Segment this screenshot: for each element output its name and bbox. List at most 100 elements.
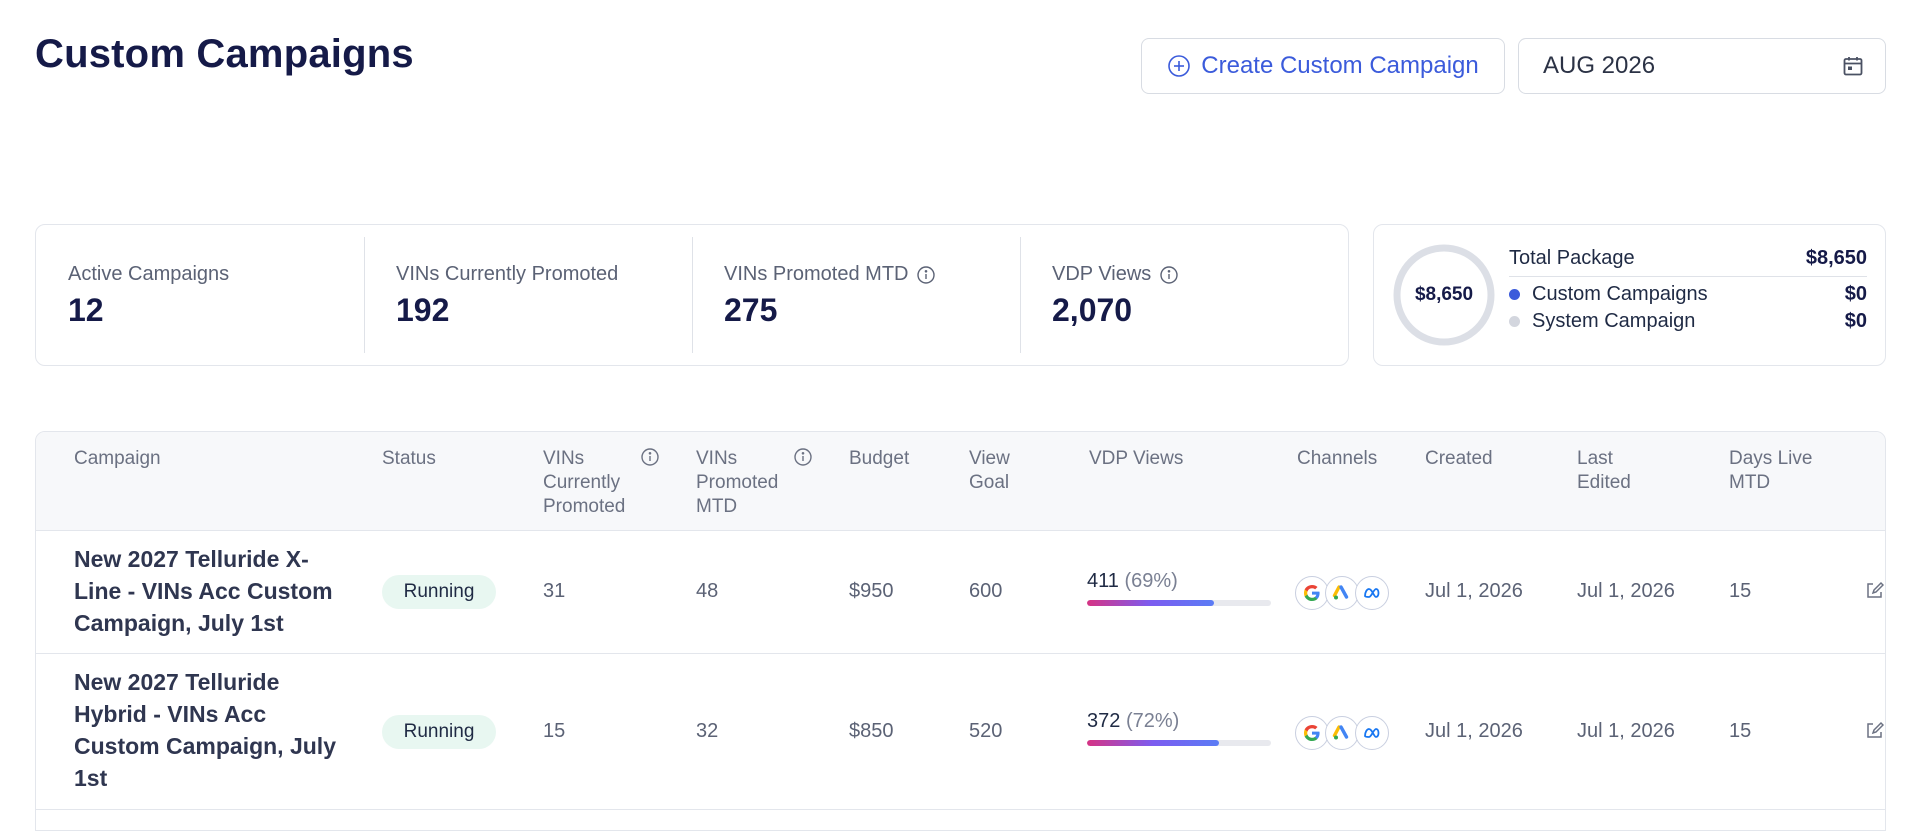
vins-promoted-mtd-cell: 32 [696, 720, 719, 742]
last-edited-cell: Jul 1, 2026 [1577, 580, 1675, 602]
donut-total-label: $8,650 [1414, 284, 1474, 305]
vdp-progress-fill [1087, 740, 1220, 746]
column-header-last-edited[interactable]: Last Edited [1577, 447, 1631, 495]
status-badge: Running [382, 715, 496, 749]
package-total-label: Total Package [1509, 247, 1635, 269]
status-badge: Running [382, 575, 496, 609]
budget-cell: $950 [849, 580, 894, 602]
legend-dot [1509, 289, 1520, 300]
campaign-name-line: Campaign, July 1st [74, 610, 284, 636]
google-ads-icon [1325, 576, 1359, 610]
table-row[interactable]: New 2027 Telluride Hybrid - VINs Acc Cus… [36, 654, 1885, 810]
stat-label: VINs Currently Promoted [396, 263, 619, 285]
column-header-vins-currently-promoted[interactable]: VINs Currently Promoted [543, 447, 625, 519]
vdp-progress-bar [1087, 600, 1271, 606]
vdp-views-cell: 411 (69%) [1087, 570, 1178, 593]
create-button-label: Create Custom Campaign [1201, 52, 1479, 79]
header-line: Goal [969, 472, 1010, 493]
header-line: Edited [1577, 472, 1631, 493]
package-total-row: Total Package $8,650 [1509, 247, 1867, 277]
package-item-custom: Custom Campaigns $0 [1509, 283, 1867, 306]
column-header-vins-promoted-mtd[interactable]: VINs Promoted MTD [696, 447, 778, 519]
vdp-progress-bar [1087, 740, 1271, 746]
info-icon[interactable] [1159, 265, 1179, 285]
google-ads-icon [1325, 716, 1359, 750]
stat-value: 2,070 [1052, 292, 1133, 328]
open-edit-icon[interactable] [1864, 581, 1884, 601]
meta-icon [1355, 716, 1389, 750]
column-header-status[interactable]: Status [382, 448, 436, 469]
header-line: MTD [1729, 472, 1771, 493]
stat-active-campaigns: Active Campaigns 12 [36, 225, 364, 365]
stat-vins-currently-promoted: VINs Currently Promoted 192 [364, 225, 692, 365]
stat-value: 192 [396, 292, 450, 328]
campaign-name-line: 1st [74, 765, 108, 791]
vins-currently-promoted-cell: 31 [543, 580, 566, 602]
vdp-views-value: 372 [1087, 710, 1121, 732]
table-header: Campaign Status VINs Currently Promoted … [36, 432, 1885, 531]
campaigns-table: Campaign Status VINs Currently Promoted … [35, 431, 1886, 831]
stat-vins-promoted-mtd: VINs Promoted MTD 275 [692, 225, 1020, 365]
column-header-vdp-views[interactable]: VDP Views [1089, 448, 1184, 469]
legend-dot [1509, 316, 1520, 327]
column-header-created[interactable]: Created [1425, 448, 1493, 469]
package-total-value: $8,650 [1805, 247, 1867, 269]
vins-currently-promoted-cell: 15 [543, 720, 566, 742]
last-edited-cell: Jul 1, 2026 [1577, 720, 1675, 742]
column-header-days-live-mtd[interactable]: Days Live MTD [1729, 447, 1812, 495]
stat-value: 12 [68, 292, 104, 328]
days-live-cell: 15 [1729, 720, 1752, 742]
created-date-cell: Jul 1, 2026 [1425, 580, 1523, 602]
column-header-channels[interactable]: Channels [1297, 448, 1378, 469]
header-line: Promoted [543, 496, 626, 517]
month-picker[interactable]: AUG 2026 [1518, 38, 1886, 94]
info-icon[interactable] [916, 265, 936, 285]
stat-value: 275 [724, 292, 778, 328]
create-custom-campaign-button[interactable]: Create Custom Campaign [1141, 38, 1505, 94]
channel-icons [1295, 716, 1389, 750]
table-row[interactable]: New 2027 Telluride X- Line - VINs Acc Cu… [36, 530, 1885, 654]
page-title: Custom Campaigns [35, 32, 414, 76]
plus-circle-icon [1168, 55, 1191, 77]
vdp-views-value: 411 [1087, 570, 1119, 592]
calendar-icon [1843, 57, 1863, 76]
campaign-name[interactable]: New 2027 Telluride X- Line - VINs Acc Cu… [74, 543, 344, 639]
view-goal-cell: 600 [969, 580, 1003, 602]
package-item-value: $0 [1844, 283, 1867, 305]
google-icon [1295, 576, 1329, 610]
header-line: MTD [696, 496, 738, 517]
vins-promoted-mtd-cell: 48 [696, 580, 719, 602]
view-goal-cell: 520 [969, 720, 1003, 742]
campaign-name-line: New 2027 Telluride X- [74, 546, 309, 572]
header-line: VINs [696, 448, 738, 469]
package-summary: $8,650 Total Package $8,650 Custom Campa… [1373, 224, 1886, 366]
vdp-views-cell: 372 (72%) [1087, 710, 1179, 733]
month-picker-value: AUG 2026 [1543, 52, 1656, 79]
header-line: View [969, 448, 1010, 469]
vdp-progress-fill [1087, 600, 1214, 606]
column-header-budget[interactable]: Budget [849, 448, 910, 469]
info-icon[interactable] [640, 447, 660, 467]
campaign-name-line: Custom Campaign, July [74, 733, 336, 759]
package-item-system: System Campaign $0 [1509, 310, 1867, 333]
channel-icons [1295, 576, 1389, 610]
days-live-cell: 15 [1729, 580, 1752, 602]
open-edit-icon[interactable] [1864, 721, 1884, 741]
package-item-value: $0 [1844, 310, 1867, 332]
info-icon[interactable] [793, 447, 813, 467]
header-line: VINs [543, 448, 585, 469]
header-line: Promoted [696, 472, 779, 493]
column-header-campaign[interactable]: Campaign [74, 448, 161, 469]
package-item-label: Custom Campaigns [1532, 283, 1708, 305]
stat-label: VDP Views [1052, 263, 1152, 285]
budget-cell: $850 [849, 720, 894, 742]
created-date-cell: Jul 1, 2026 [1425, 720, 1523, 742]
header-line: Last [1577, 448, 1613, 469]
package-item-label: System Campaign [1532, 310, 1696, 332]
vdp-views-percent: (69%) [1124, 570, 1178, 592]
campaign-name-line: Hybrid - VINs Acc [74, 701, 267, 727]
campaign-name[interactable]: New 2027 Telluride Hybrid - VINs Acc Cus… [74, 666, 344, 794]
stat-label: VINs Promoted MTD [724, 263, 909, 285]
column-header-view-goal[interactable]: View Goal [969, 447, 1010, 495]
campaign-name-line: Line - VINs Acc Custom [74, 578, 333, 604]
